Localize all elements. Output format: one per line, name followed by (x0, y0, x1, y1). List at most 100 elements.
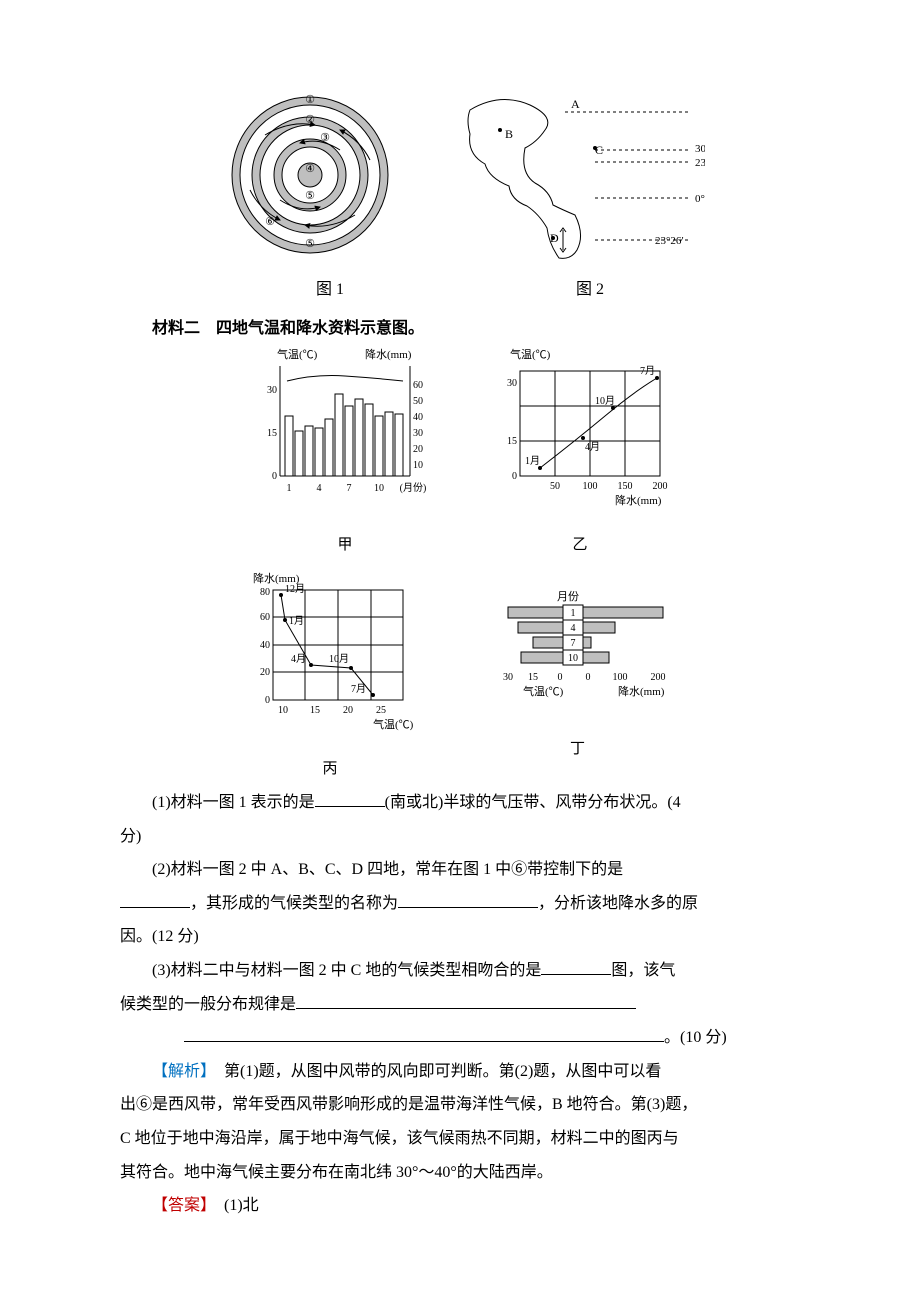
analysis-line-4: 其符合。地中海气候主要分布在南北纬 30°～40°的大陆西岸。 (120, 1156, 800, 1190)
analysis-line-1: 【解析】 第(1)题，从图中风带的风向即可判断。第(2)题，从图中可以看 (120, 1055, 800, 1089)
question-1: (1)材料一图 1 表示的是(南或北)半球的气压带、风带分布状况。(4 (120, 786, 800, 820)
svg-text:⑥: ⑥ (265, 216, 275, 228)
q3-line2-pre: 候类型的一般分布规律是 (120, 996, 296, 1013)
svg-text:30: 30 (267, 385, 277, 396)
chart-jia: 气温(℃) 降水(mm) 0 15 30 (245, 346, 445, 562)
svg-text:10: 10 (278, 705, 288, 716)
svg-text:200: 200 (653, 481, 668, 492)
svg-text:20: 20 (413, 444, 423, 455)
svg-text:10月: 10月 (329, 653, 349, 665)
svg-text:4月: 4月 (291, 653, 306, 665)
svg-text:10: 10 (413, 460, 423, 471)
svg-text:40: 40 (413, 412, 423, 423)
wind-belt-diagram: ① ② ③ ④ ⑤ ⑥ ⑤ (215, 90, 405, 260)
chart-jia-label: 甲 (245, 530, 445, 562)
fig2-label: 图 2 (576, 273, 604, 307)
svg-text:15: 15 (267, 428, 277, 439)
svg-text:1月: 1月 (289, 615, 304, 627)
svg-text:降水(mm): 降水(mm) (615, 493, 662, 507)
q2-blank-2[interactable] (398, 891, 538, 908)
chart-yi-label: 乙 (485, 530, 675, 562)
svg-text:降水(mm): 降水(mm) (365, 347, 412, 361)
svg-text:15: 15 (528, 672, 538, 683)
svg-text:7月: 7月 (640, 365, 655, 377)
svg-text:60: 60 (413, 380, 423, 391)
q3-line1-end: 图，该气 (611, 962, 675, 979)
svg-text:0°: 0° (695, 193, 705, 205)
svg-text:降水(mm): 降水(mm) (253, 571, 300, 585)
svg-text:0: 0 (585, 672, 590, 683)
q2-blank-1[interactable] (120, 891, 190, 908)
q3-line3-end: 。(10 分) (664, 1029, 727, 1046)
svg-text:②: ② (305, 114, 315, 126)
svg-text:1: 1 (570, 608, 575, 619)
svg-text:0: 0 (557, 672, 562, 683)
answer-label: 【答案】 (152, 1197, 208, 1214)
svg-text:30°: 30° (695, 143, 705, 155)
chart-bing-label: 丙 (233, 754, 428, 786)
question-3-line1: (3)材料二中与材料一图 2 中 C 地的气候类型相吻合的是 图，该气 (120, 954, 800, 988)
svg-text:⑤: ⑤ (305, 190, 315, 202)
svg-text:气温(℃): 气温(℃) (510, 347, 551, 361)
question-3-line3: 。(10 分) (120, 1021, 800, 1055)
svg-text:100: 100 (583, 481, 598, 492)
svg-text:月份: 月份 (557, 590, 579, 603)
svg-text:50: 50 (550, 481, 560, 492)
svg-text:气温(℃): 气温(℃) (523, 684, 564, 698)
q3-blank-2[interactable] (296, 992, 636, 1009)
figure-row-1: ① ② ③ ④ ⑤ ⑥ ⑤ (120, 90, 800, 273)
climate-charts: 气温(℃) 降水(mm) 0 15 30 (120, 346, 800, 786)
svg-text:12月: 12月 (285, 583, 305, 595)
americas-map: A B C D 66°34′ 30° 23°26′ 0° 23°26′ (445, 90, 705, 260)
svg-text:23°26′: 23°26′ (655, 235, 684, 247)
q3-line1-pre: (3)材料二中与材料一图 2 中 C 地的气候类型相吻合的是 (152, 962, 541, 979)
svg-text:7月: 7月 (351, 683, 366, 695)
analysis-line-3: C 地位于地中海沿岸，属于地中海气候，该气候雨热不同期，材料二中的图丙与 (120, 1122, 800, 1156)
svg-text:0: 0 (265, 695, 270, 706)
svg-text:10: 10 (374, 483, 384, 494)
svg-text:30: 30 (507, 378, 517, 389)
svg-text:③: ③ (320, 132, 330, 144)
q2-line2-end: ，分析该地降水多的原 (538, 895, 698, 912)
analysis-line-2: 出⑥是西风带，常年受西风带影响形成的是温带海洋性气候，B 地符合。第(3)题， (120, 1088, 800, 1122)
svg-text:①: ① (305, 94, 315, 106)
svg-text:80: 80 (260, 587, 270, 598)
question-2-line3: 因。(12 分) (120, 920, 800, 954)
svg-text:A: A (571, 97, 580, 111)
svg-text:60: 60 (260, 612, 270, 623)
q3-blank-3[interactable] (184, 1025, 664, 1042)
q3-blank-1[interactable] (541, 958, 611, 975)
svg-text:④: ④ (305, 163, 315, 175)
svg-text:20: 20 (260, 667, 270, 678)
svg-text:25: 25 (376, 705, 386, 716)
analysis-body-1: 第(1)题，从图中风带的风向即可判断。第(2)题，从图中可以看 (208, 1063, 661, 1080)
q2-line1: (2)材料一图 2 中 A、B、C、D 四地，常年在图 1 中⑥带控制下的是 (152, 861, 623, 878)
svg-text:30: 30 (503, 672, 513, 683)
figure-labels-row: 图 1 图 2 (200, 273, 720, 307)
svg-text:1月: 1月 (525, 455, 540, 467)
svg-text:7: 7 (570, 638, 575, 649)
q1-tail: 分) (120, 820, 800, 854)
svg-text:100: 100 (612, 672, 627, 683)
material-2-caption: 材料二 四地气温和降水资料示意图。 (120, 312, 800, 346)
chart-ding-label: 丁 (468, 734, 688, 766)
chart-bing: 降水(mm) 0 20 40 60 (233, 570, 428, 786)
svg-text:1: 1 (287, 483, 292, 494)
q1-blank[interactable] (315, 790, 385, 807)
svg-text:10月: 10月 (595, 395, 615, 407)
q1-pre: (1)材料一图 1 表示的是 (152, 794, 315, 811)
fig1-label: 图 1 (316, 273, 344, 307)
q2-mid: ，其形成的气候类型的名称为 (190, 895, 398, 912)
svg-text:(月份): (月份) (400, 482, 427, 494)
svg-text:23°26′: 23°26′ (695, 157, 705, 169)
svg-text:50: 50 (413, 396, 423, 407)
svg-text:200: 200 (650, 672, 665, 683)
question-3-line2: 候类型的一般分布规律是 (120, 988, 800, 1022)
svg-text:降水(mm): 降水(mm) (618, 684, 665, 698)
figure-2: A B C D 66°34′ 30° 23°26′ 0° 23°26′ (445, 90, 705, 273)
svg-text:15: 15 (310, 705, 320, 716)
svg-text:7: 7 (347, 483, 352, 494)
svg-text:30: 30 (413, 428, 423, 439)
svg-text:4: 4 (570, 623, 575, 634)
svg-text:0: 0 (512, 471, 517, 482)
